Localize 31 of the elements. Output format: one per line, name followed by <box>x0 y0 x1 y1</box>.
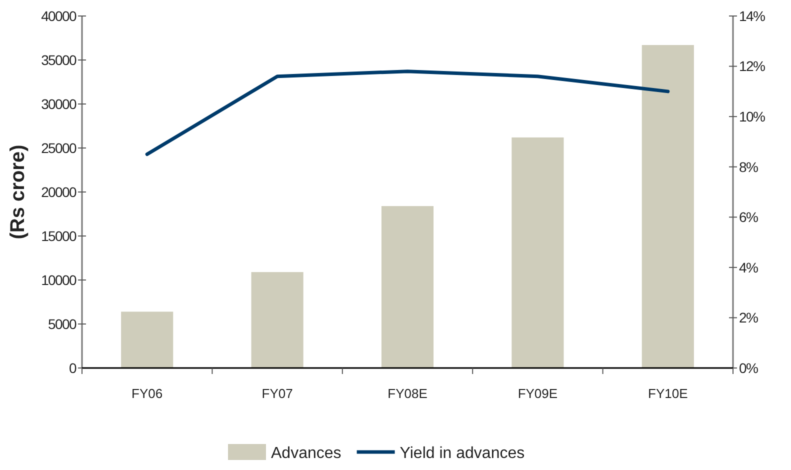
y-tick-label: 10000 <box>41 272 78 288</box>
y-axis-title: (Rs crore) <box>7 144 29 240</box>
bar <box>251 272 304 368</box>
y2-tick-label: 14% <box>739 8 765 24</box>
legend-label: Yield in advances <box>400 445 525 462</box>
y-tick-label: 30000 <box>41 96 78 112</box>
y-tick-label: 20000 <box>41 184 78 200</box>
x-tick-label: FY09E <box>518 386 558 401</box>
bar <box>642 45 694 368</box>
y2-tick-label: 10% <box>739 108 765 124</box>
y2-tick-label: 0% <box>739 360 758 376</box>
x-tick-label: FY08E <box>388 386 428 401</box>
y-tick-label: 0 <box>69 360 77 376</box>
y2-tick-label: 4% <box>739 259 758 276</box>
y2-tick-label: 6% <box>739 209 758 226</box>
x-tick-label: FY06 <box>132 386 163 401</box>
y-tick-label: 35000 <box>41 52 78 68</box>
x-tick-label: FY10E <box>648 386 688 401</box>
y2-tick-label: 12% <box>739 58 765 74</box>
y2-tick-label: 2% <box>739 310 758 326</box>
bar <box>512 137 564 368</box>
y-tick-label: 25000 <box>41 140 78 156</box>
x-tick-label: FY07 <box>262 386 293 401</box>
y-tick-label: 40000 <box>41 8 78 24</box>
y2-tick-label: 8% <box>739 158 758 175</box>
bar <box>381 206 434 368</box>
bar <box>121 312 174 368</box>
line-series <box>145 70 670 156</box>
legend-label: Advances <box>271 445 342 462</box>
y-tick-label: 15000 <box>41 228 78 244</box>
y-tick-label: 5000 <box>48 316 78 332</box>
